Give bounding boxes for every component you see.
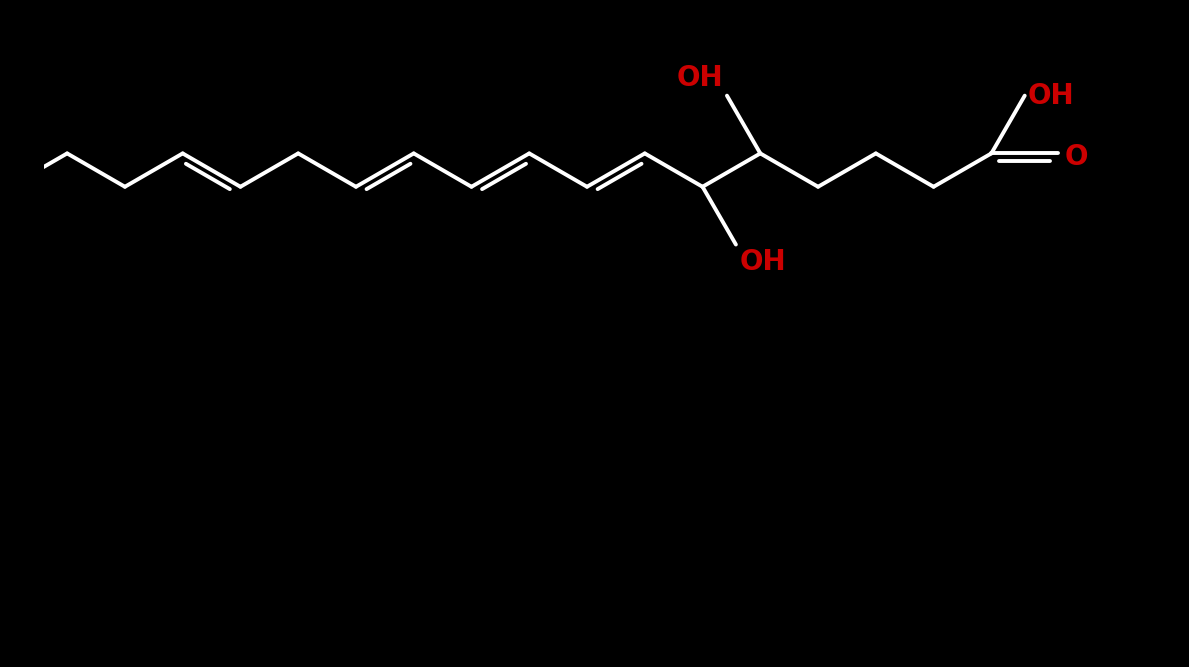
- Text: O: O: [1064, 143, 1088, 171]
- Text: OH: OH: [740, 248, 786, 276]
- Text: OH: OH: [677, 64, 724, 92]
- Text: OH: OH: [1028, 81, 1075, 109]
